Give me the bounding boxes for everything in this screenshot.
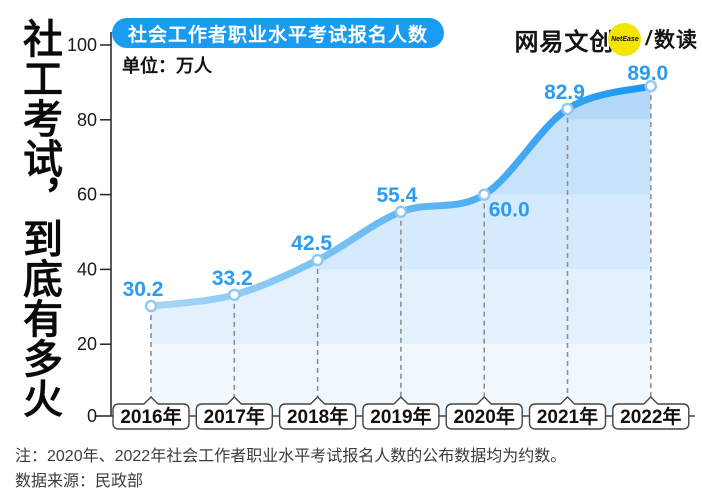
year-label: 2021年 <box>537 405 598 428</box>
footnote-approximation: 注：2020年、2022年社会工作者职业水平考试报名人数的公布数据均为约数。 <box>15 448 567 465</box>
dashed-guide-lines <box>150 95 652 398</box>
vertical-headline: 社工考试，到底有多火 <box>17 18 61 418</box>
chart-title-badge: 社会工作者职业水平考试报名人数 <box>112 18 445 48</box>
value-labels: 30.2 33.2 42.5 55.4 60.0 82.9 89.0 <box>123 62 669 301</box>
value-label: 30.2 <box>123 278 164 301</box>
year-label: 2017年 <box>204 405 265 428</box>
footnotes: 注：2020年、2022年社会工作者职业水平考试报名人数的公布数据均为约数。 数… <box>15 444 695 494</box>
year-label-box <box>445 396 523 430</box>
y-tick-label: 0 <box>87 406 97 426</box>
year-label-box <box>195 396 273 430</box>
year-label: 2022年 <box>620 405 681 428</box>
netease-wenchuang-wordmark: 网易文创 <box>514 28 615 56</box>
data-point-marker <box>644 79 658 93</box>
year-label: 2018年 <box>287 405 348 428</box>
shudu-wordmark: 数读 <box>654 29 698 52</box>
year-label: 2020年 <box>454 405 515 428</box>
y-tick-label: 100 <box>67 35 97 55</box>
year-label-box <box>278 396 357 430</box>
x-axis-year-labels: 2016年 2017年 2018年 2019年 2020年 2021年 2022年 <box>112 396 690 430</box>
y-tick-label: 20 <box>77 334 97 354</box>
data-point-marker <box>311 253 324 267</box>
netease-shuju-logo: 网易文创 NetEase / 数读 <box>514 22 698 56</box>
netease-circle-text: NetEase <box>611 35 639 43</box>
value-label: 82.9 <box>544 81 585 104</box>
data-point-marker <box>561 102 574 116</box>
value-label: 60.0 <box>489 199 530 222</box>
value-label: 33.2 <box>212 267 253 290</box>
data-point-marker <box>477 188 491 201</box>
y-tick-label: 80 <box>77 110 97 130</box>
year-label-box <box>362 396 440 430</box>
data-source: 数据来源：民政部 <box>15 473 144 490</box>
data-point-markers <box>144 79 658 313</box>
year-label-box <box>528 396 607 430</box>
year-label-box <box>612 396 690 430</box>
logo-slash-separator: / <box>645 27 651 50</box>
year-label: 2019年 <box>370 405 431 428</box>
year-label: 2016年 <box>120 405 181 428</box>
y-tick-label: 40 <box>77 259 97 279</box>
netease-yellow-circle-icon: NetEase <box>608 22 642 56</box>
year-label-box <box>112 396 190 430</box>
value-label: 89.0 <box>627 62 668 85</box>
chart-title-text: 社会工作者职业水平考试报名人数 <box>128 24 429 46</box>
data-point-marker <box>228 288 241 302</box>
data-point-marker <box>144 299 158 313</box>
value-label: 55.4 <box>376 184 417 207</box>
data-point-marker <box>394 205 408 219</box>
unit-label: 单位：万人 <box>122 56 212 76</box>
y-tick-label: 60 <box>77 185 97 205</box>
value-label: 42.5 <box>291 232 332 255</box>
